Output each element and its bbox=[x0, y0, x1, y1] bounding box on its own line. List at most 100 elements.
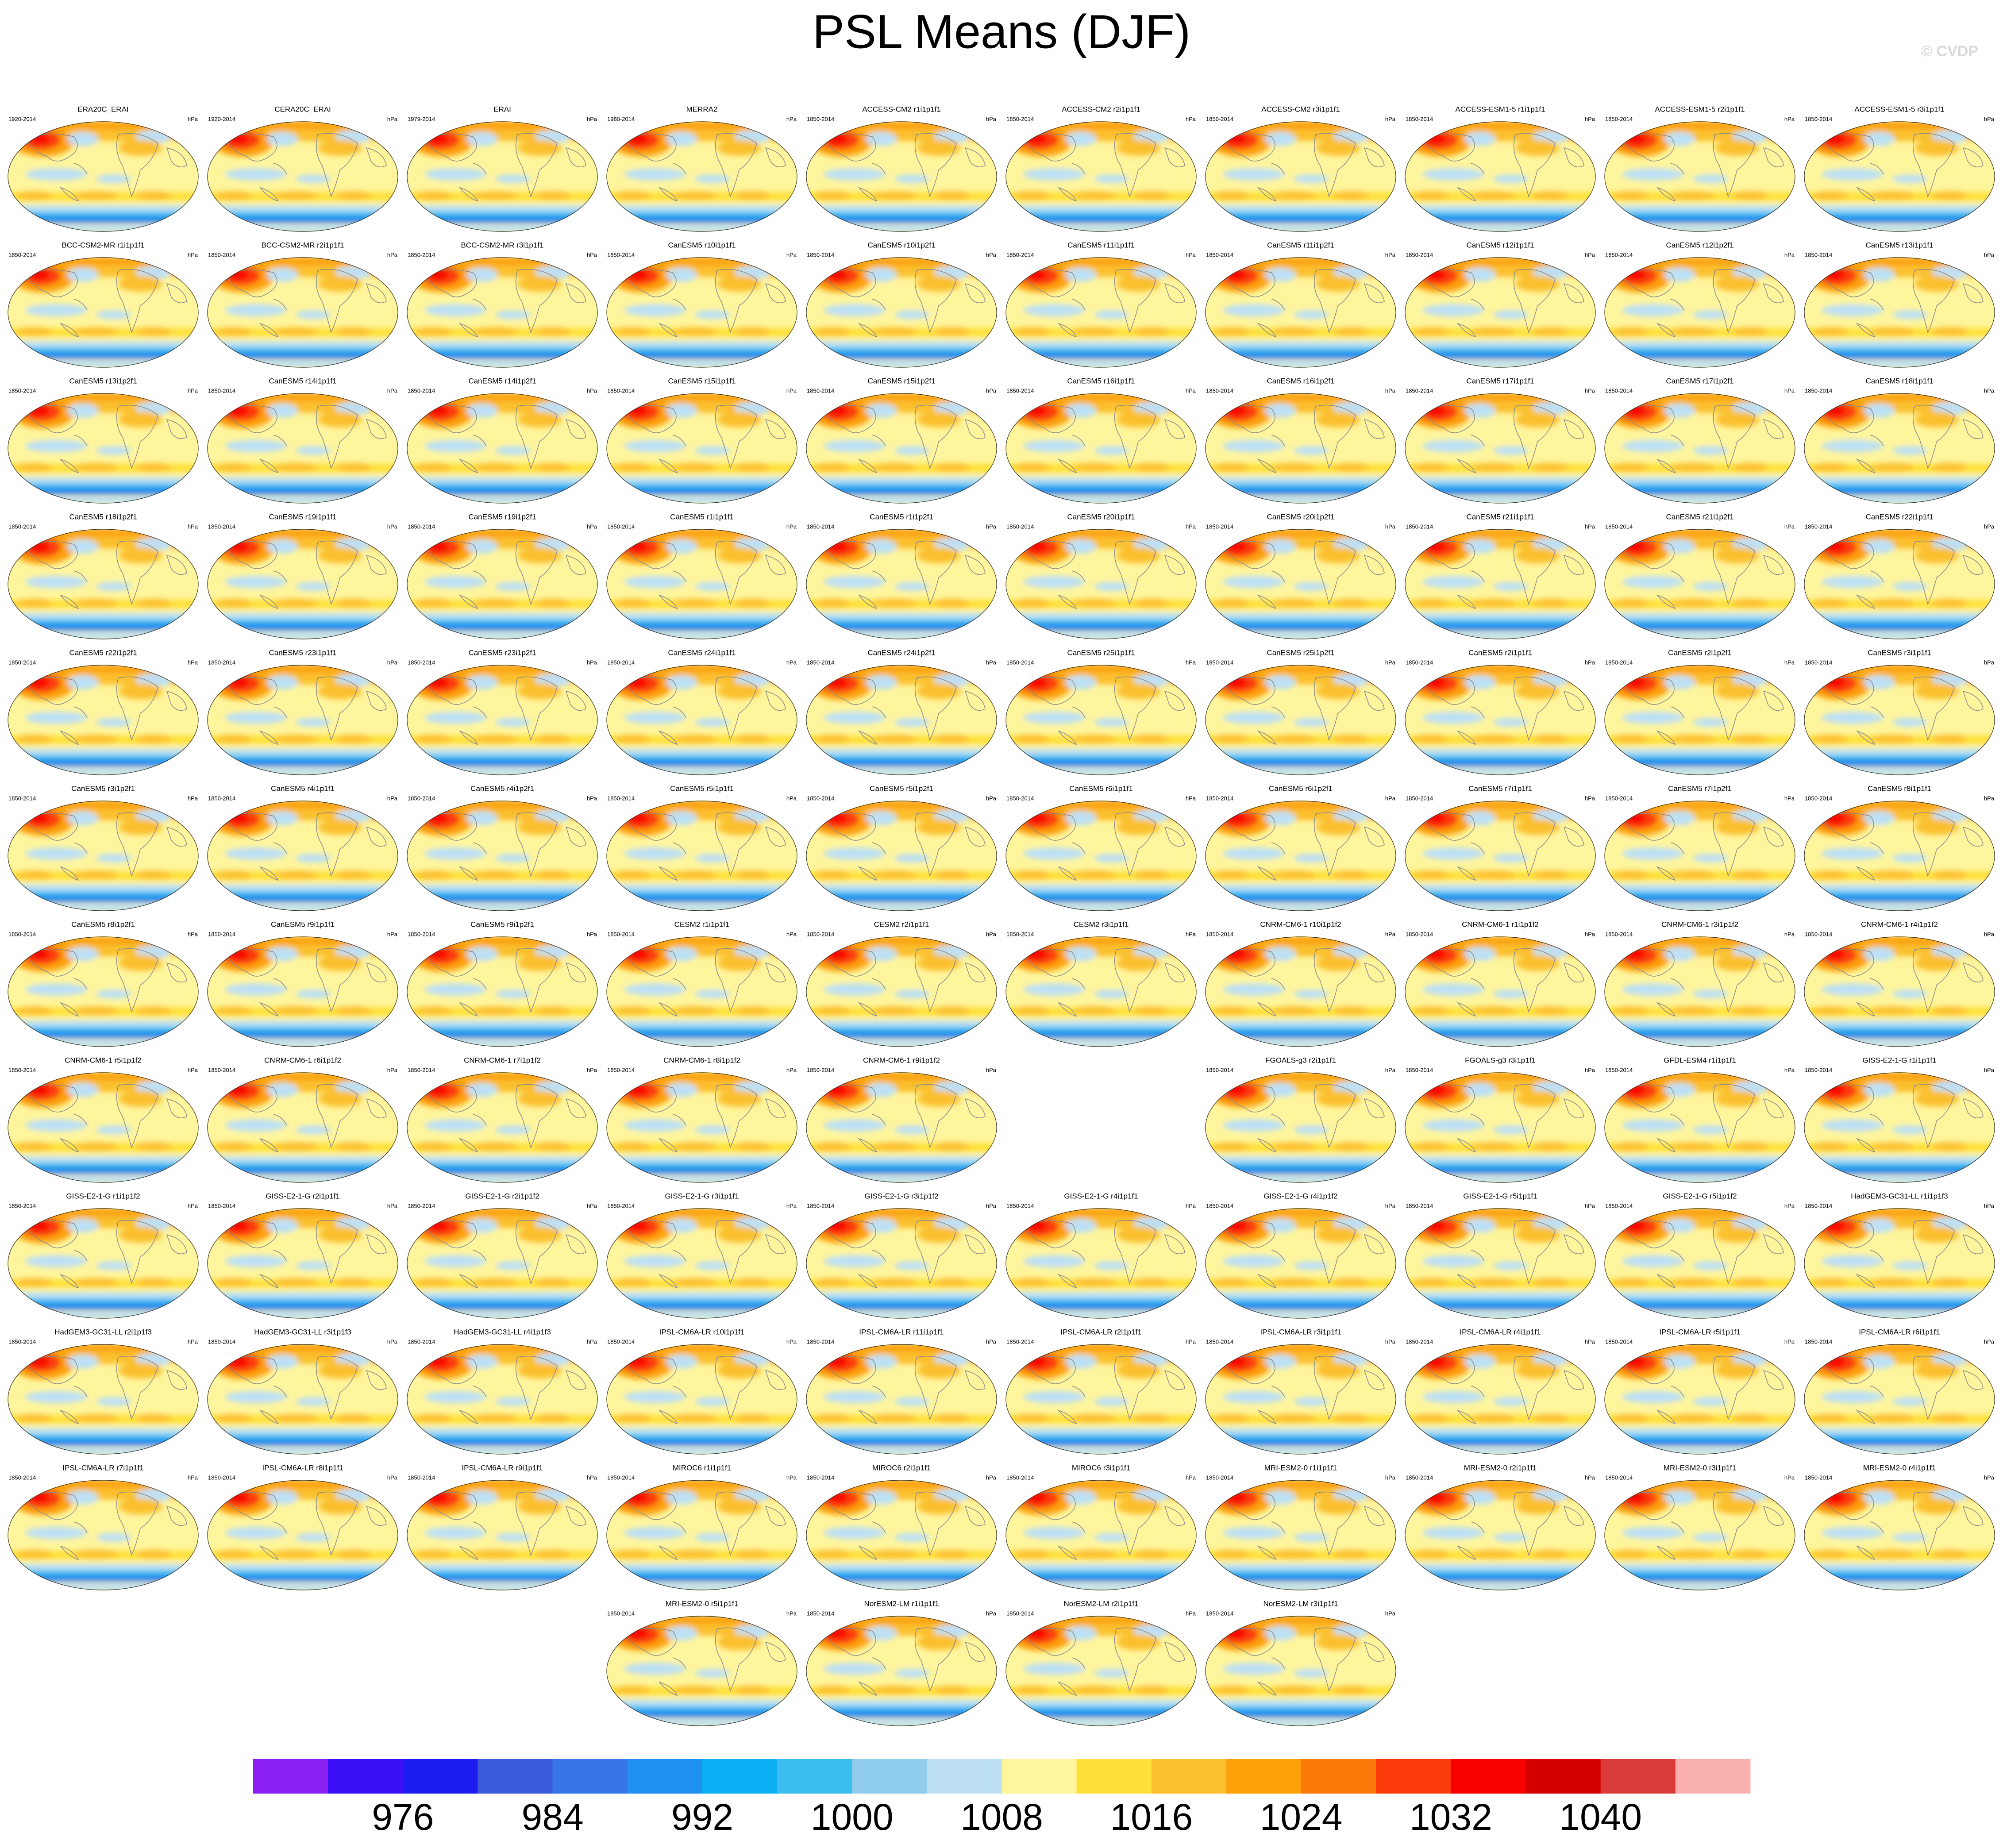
map bbox=[1804, 1072, 1995, 1183]
map bbox=[1405, 1072, 1596, 1183]
map-panel: CanESM5 r15i1p1f1 1850-2014 hPa bbox=[606, 377, 797, 504]
panel-units: hPa bbox=[1385, 1202, 1396, 1209]
panel-period: 1850-2014 bbox=[607, 251, 635, 258]
colorbar-label: 1008 bbox=[960, 1796, 1043, 1838]
map-panel: CanESM5 r11i1p2f1 1850-2014 hPa bbox=[1205, 241, 1396, 368]
map bbox=[8, 936, 199, 1047]
map bbox=[806, 1480, 997, 1590]
panel-title: CanESM5 r7i1p1f1 bbox=[1468, 784, 1532, 793]
map-panel: GISS-E2-1-G r3i1p1f2 1850-2014 hPa bbox=[806, 1192, 997, 1319]
panel-title: CanESM5 r11i1p1f1 bbox=[1067, 241, 1135, 249]
colorbar-label: 1016 bbox=[1110, 1796, 1193, 1838]
colorbar-label: 992 bbox=[671, 1796, 733, 1838]
panel-title: NorESM2-LM r3i1p1f1 bbox=[1263, 1599, 1338, 1608]
map bbox=[1405, 801, 1596, 911]
map bbox=[1405, 1208, 1596, 1319]
map-panel: CNRM-CM6-1 r9i1p1f2 1850-2014 hPa bbox=[806, 1056, 997, 1183]
panel-title: CanESM5 r9i1p1f1 bbox=[271, 920, 335, 928]
map-panel: FGOALS-g3 r2i1p1f1 1850-2014 hPa bbox=[1205, 1056, 1396, 1183]
map bbox=[1005, 665, 1197, 775]
map bbox=[1205, 1616, 1396, 1726]
map bbox=[8, 1072, 199, 1183]
panel-period: 1850-2014 bbox=[208, 1202, 235, 1209]
map-panel: MRI-ESM2-0 r2i1p1f1 1850-2014 hPa bbox=[1405, 1463, 1596, 1590]
panel-units: hPa bbox=[986, 1202, 997, 1209]
panel-period: 1850-2014 bbox=[1406, 931, 1433, 937]
panel-title: GISS-E2-1-G r2i1p1f2 bbox=[465, 1192, 539, 1200]
panel-units: hPa bbox=[786, 931, 797, 937]
map-panel: FGOALS-g3 r3i1p1f1 1850-2014 hPa bbox=[1405, 1056, 1596, 1183]
panel-title: IPSL-CM6A-LR r8i1p1f1 bbox=[262, 1463, 343, 1472]
map bbox=[806, 1616, 997, 1726]
map-panel: MRI-ESM2-0 r1i1p1f1 1850-2014 hPa bbox=[1205, 1463, 1396, 1590]
panel-units: hPa bbox=[1385, 387, 1396, 394]
colorbar-box bbox=[1675, 1759, 1751, 1794]
panel-period: 1850-2014 bbox=[1206, 659, 1233, 666]
map bbox=[1205, 665, 1396, 775]
map-panel: CanESM5 r20i1p2f1 1850-2014 hPa bbox=[1205, 512, 1396, 639]
panel-title: CanESM5 r9i1p2f1 bbox=[470, 920, 534, 928]
panel-units: hPa bbox=[1585, 116, 1595, 122]
panel-units: hPa bbox=[188, 523, 198, 530]
panel-period: 1920-2014 bbox=[8, 116, 36, 122]
panel-period: 1850-2014 bbox=[1605, 1338, 1633, 1345]
map bbox=[207, 1480, 398, 1590]
panel-title: CanESM5 r19i1p1f1 bbox=[269, 512, 336, 521]
panel-period: 1850-2014 bbox=[1605, 116, 1633, 122]
panel-title: HadGEM3-GC31-LL r3i1p1f3 bbox=[254, 1328, 351, 1336]
panel-period: 1850-2014 bbox=[1605, 931, 1633, 937]
panel-period: 1850-2014 bbox=[807, 1338, 834, 1345]
map bbox=[407, 1344, 598, 1455]
map-panel: CanESM5 r3i1p2f1 1850-2014 hPa bbox=[8, 784, 199, 911]
map-panel: GFDL-ESM4 r1i1p1f1 1850-2014 hPa bbox=[1604, 1056, 1795, 1183]
panel-units: hPa bbox=[786, 116, 797, 122]
panel-title: MRI-ESM2-0 r4i1p1f1 bbox=[1863, 1463, 1936, 1472]
panel-period: 1850-2014 bbox=[1406, 1066, 1433, 1073]
map-panel: IPSL-CM6A-LR r11i1p1f1 1850-2014 hPa bbox=[806, 1328, 997, 1455]
map bbox=[1205, 1344, 1396, 1455]
panel-units: hPa bbox=[188, 659, 198, 666]
colorbar-label: 1040 bbox=[1559, 1796, 1642, 1838]
panel-units: hPa bbox=[387, 795, 398, 801]
panel-units: hPa bbox=[1385, 1066, 1396, 1073]
panel-period: 1850-2014 bbox=[208, 931, 235, 937]
map-panel: HadGEM3-GC31-LL r1i1p1f3 1850-2014 hPa bbox=[1804, 1192, 1995, 1319]
map bbox=[8, 1480, 199, 1590]
panel-period: 1850-2014 bbox=[807, 523, 834, 530]
map bbox=[1804, 801, 1995, 911]
map-panel: BCC-CSM2-MR r2i1p1f1 1850-2014 hPa bbox=[207, 241, 398, 368]
colorbar-box bbox=[253, 1759, 328, 1794]
panel-title: CanESM5 r23i1p1f1 bbox=[269, 648, 336, 657]
panel-title: ACCESS-ESM1-5 r3i1p1f1 bbox=[1854, 105, 1944, 113]
panel-title: BCC-CSM2-MR r3i1p1f1 bbox=[461, 241, 543, 249]
panel-units: hPa bbox=[188, 251, 198, 258]
panel-units: hPa bbox=[986, 116, 997, 122]
panel-period: 1850-2014 bbox=[1206, 116, 1233, 122]
panel-period: 1850-2014 bbox=[607, 1066, 635, 1073]
panel-title: CanESM5 r24i1p2f1 bbox=[867, 648, 935, 657]
map bbox=[606, 393, 797, 504]
panel-title: ERAI bbox=[493, 105, 511, 113]
panel-units: hPa bbox=[1784, 1338, 1795, 1345]
panel-units: hPa bbox=[1984, 1474, 1995, 1481]
panel-units: hPa bbox=[1385, 795, 1396, 801]
panel-title: CanESM5 r8i1p1f1 bbox=[1868, 784, 1931, 793]
panel-units: hPa bbox=[587, 1202, 597, 1209]
map-panel: IPSL-CM6A-LR r3i1p1f1 1850-2014 hPa bbox=[1205, 1328, 1396, 1455]
panel-units: hPa bbox=[1186, 1474, 1196, 1481]
panel-title: CanESM5 r14i1p2f1 bbox=[468, 377, 536, 385]
panel-title: CanESM5 r13i1p1f1 bbox=[1865, 241, 1933, 249]
map-panel: MIROC6 r3i1p1f1 1850-2014 hPa bbox=[1005, 1463, 1197, 1590]
map bbox=[806, 1344, 997, 1455]
map bbox=[207, 1344, 398, 1455]
panel-period: 1850-2014 bbox=[1406, 659, 1433, 666]
map bbox=[1205, 936, 1396, 1047]
panel-units: hPa bbox=[1186, 659, 1196, 666]
panel-period: 1850-2014 bbox=[1206, 1338, 1233, 1345]
map bbox=[806, 393, 997, 504]
panel-units: hPa bbox=[188, 1474, 198, 1481]
map bbox=[1005, 1208, 1197, 1319]
panel-period: 1850-2014 bbox=[408, 387, 435, 394]
panel-title: CanESM5 r5i1p1f1 bbox=[670, 784, 734, 793]
panel-title: CNRM-CM6-1 r4i1p1f2 bbox=[1861, 920, 1938, 928]
